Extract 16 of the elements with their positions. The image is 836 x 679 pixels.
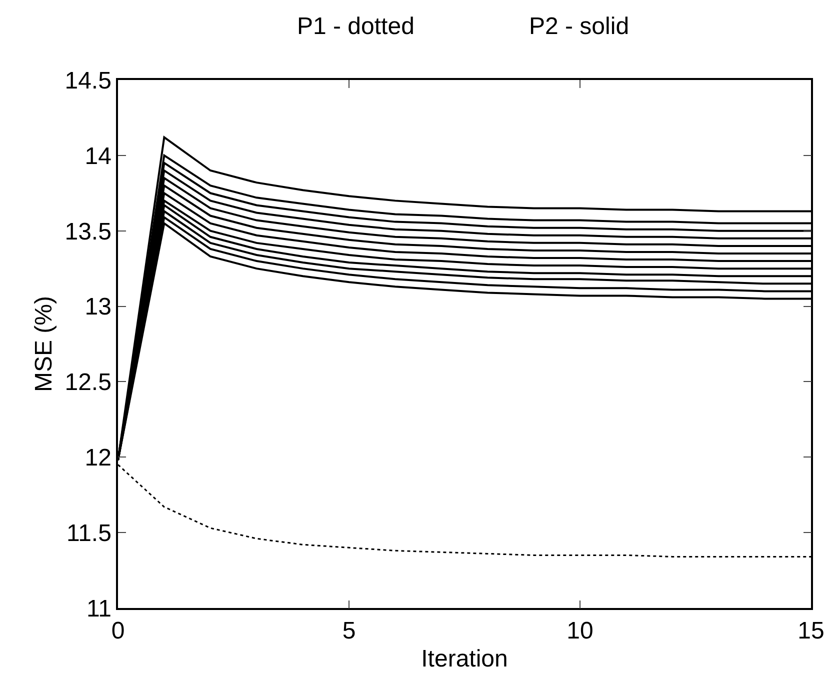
x-tick-label: 10 <box>566 618 594 645</box>
y-tick-label: 14.5 <box>64 67 112 94</box>
y-tick-label: 14 <box>84 142 112 170</box>
y-axis-title: MSE (%) <box>30 296 58 392</box>
y-tick-label: 12.5 <box>64 369 112 396</box>
text: P1 - dotted <box>297 13 414 40</box>
x-tick-label: 15 <box>798 618 824 645</box>
y-tick-label: 11 <box>86 595 112 622</box>
x-axis-title: Iteration <box>421 645 508 672</box>
y-tick-label: 11.5 <box>66 520 112 547</box>
y-tick-label: 12 <box>84 444 112 472</box>
y-tick-label: 13 <box>84 294 112 321</box>
x-tick-label: 5 <box>342 618 356 645</box>
x-tick-label: 0 <box>111 618 125 645</box>
text: P2 - solid <box>529 13 630 40</box>
y-tick-label: 13.5 <box>64 218 112 246</box>
